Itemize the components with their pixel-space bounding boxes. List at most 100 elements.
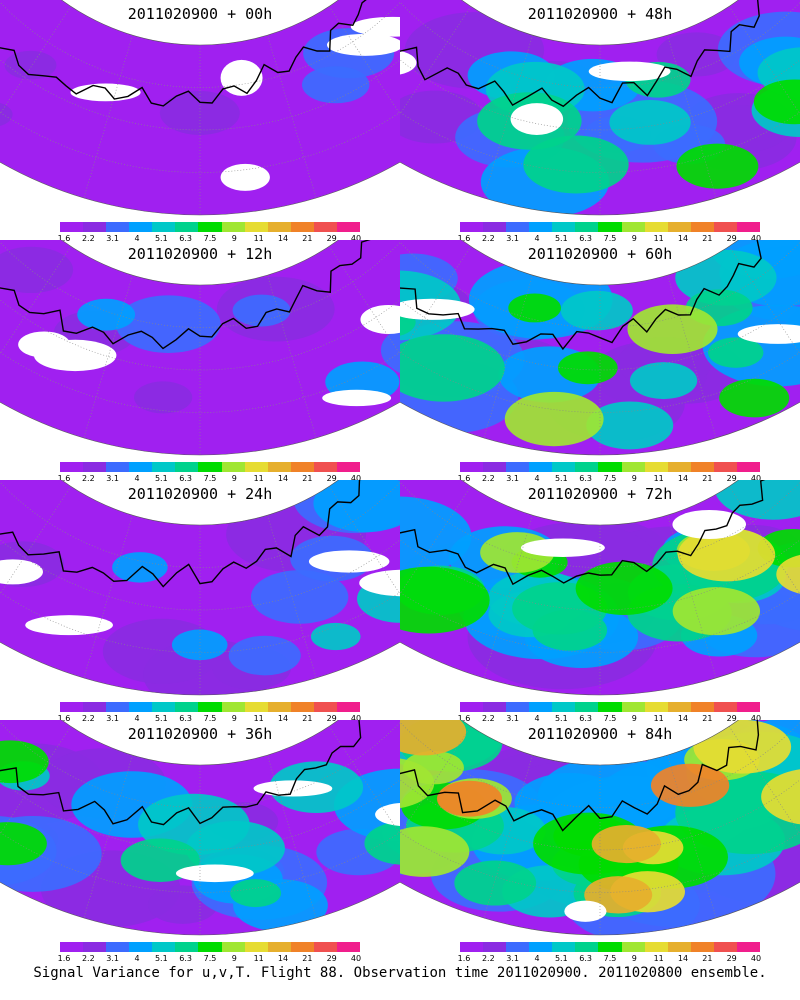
longitude-line: [328, 6, 400, 149]
longitude-line: [483, 515, 533, 679]
colorbar-label: 6.3: [579, 714, 593, 723]
colorbar-labels: 1.6 2.2 3.1 4 5.1 6.3 7.5 9 11 14 21 29 40: [458, 954, 761, 964]
colorbar-label: 6.3: [579, 474, 593, 483]
variance-blob: [313, 480, 400, 533]
longitude-line: [483, 275, 533, 439]
colorbar-swatch: [152, 462, 176, 472]
colorbar-swatch: [244, 462, 268, 472]
colorbar-swatch: [313, 222, 337, 232]
colorbar-label: 14: [677, 234, 689, 243]
variance-blob: [676, 143, 759, 189]
colorbar-swatch: [460, 462, 484, 472]
variance-blob: [364, 821, 400, 865]
colorbar-label: 9: [631, 474, 637, 483]
panel-title: 2011020900 + 36h: [127, 725, 273, 743]
colorbar-label: 40: [350, 954, 362, 963]
missing-region: [375, 802, 400, 827]
longitude-line: [267, 35, 317, 199]
colorbar-swatch: [129, 222, 153, 232]
colorbar-label: 3.1: [106, 714, 120, 723]
colorbar-swatch: [575, 462, 599, 472]
colorbar-swatch: [129, 942, 153, 952]
variance-blob: [4, 50, 57, 80]
variance-blob: [230, 879, 282, 908]
colorbar-swatch: [621, 462, 645, 472]
variance-blob: [719, 378, 790, 418]
colorbar: [460, 942, 761, 952]
colorbar-swatch: [736, 222, 761, 232]
colorbar-swatch: [552, 462, 576, 472]
colorbar-swatch: [290, 222, 314, 232]
colorbar-swatch: [106, 942, 130, 952]
colorbar-swatch: [506, 222, 530, 232]
coastline: [400, 480, 787, 586]
colorbar-swatch: [667, 462, 691, 472]
colorbar-swatch: [175, 222, 199, 232]
colorbar-label: 7.5: [603, 954, 617, 963]
colorbar-swatch: [267, 222, 291, 232]
colorbar-label: 40: [350, 714, 362, 723]
colorbar-swatch: [106, 222, 130, 232]
colorbar-label: 4: [134, 474, 140, 483]
colorbar-label: 21: [302, 234, 313, 243]
colorbar-swatch: [336, 942, 361, 952]
longitude-line: [667, 515, 717, 679]
variance-blob: [557, 351, 618, 385]
colorbar-label: 11: [253, 954, 264, 963]
colorbar-label: 3.1: [506, 954, 520, 963]
map-plot: [0, 0, 400, 216]
colorbar-label: 1.6: [57, 954, 71, 963]
colorbar-label: 21: [302, 474, 313, 483]
map-panel: 2011020900 + 36h 1.6 2.2 3.1 4 5.1 6.3 7.5 9 11 14…: [0, 720, 400, 963]
colorbar-swatch: [506, 462, 530, 472]
colorbar-swatch: [713, 462, 737, 472]
panel-title: 2011020900 + 00h: [127, 5, 273, 23]
variance-blob: [672, 587, 761, 636]
variance-blob: [504, 391, 604, 447]
colorbar-swatch: [598, 462, 622, 472]
colorbar-swatch: [244, 222, 268, 232]
colorbar-label: 1.6: [457, 234, 471, 243]
map-plot: [400, 240, 800, 456]
missing-region: [322, 389, 392, 407]
colorbar-labels: 1.6 2.2 3.1 4 5.1 6.3 7.5 9 11 14 21 29 40: [58, 474, 361, 484]
longitude-line: [328, 726, 400, 869]
colorbar-label: 21: [302, 954, 313, 963]
colorbar-label: 21: [702, 234, 713, 243]
variance-blob: [77, 298, 136, 331]
colorbar-swatch: [175, 702, 199, 712]
colorbar-swatch: [152, 702, 176, 712]
colorbar-swatch: [198, 702, 222, 712]
missing-region: [18, 331, 71, 358]
colorbar-swatch: [575, 702, 599, 712]
colorbar-swatch: [221, 942, 245, 952]
colorbar-swatch: [244, 702, 268, 712]
colorbar-label: 9: [631, 954, 637, 963]
longitude-line: [728, 6, 800, 149]
longitude-line: [483, 35, 533, 199]
missing-region: [220, 163, 270, 191]
colorbar: [460, 462, 761, 472]
colorbar-swatch: [575, 942, 599, 952]
colorbar-label: 21: [702, 474, 713, 483]
missing-region: [564, 900, 607, 922]
colorbar-swatch: [267, 942, 291, 952]
colorbar-label: 5.1: [154, 714, 168, 723]
colorbar-label: 2.2: [481, 234, 495, 243]
colorbar-label: 11: [653, 954, 664, 963]
panel-title: 2011020900 + 48h: [527, 5, 673, 23]
map-panel: 2011020900 + 00h 1.6 2.2 3.1 4 5.1 6.3 7.5 9 11 14…: [0, 0, 400, 243]
colorbar-label: 2.2: [481, 714, 495, 723]
longitude-line: [267, 755, 317, 919]
colorbar-swatch: [60, 462, 84, 472]
colorbar-swatch: [460, 942, 484, 952]
colorbar-swatch: [621, 942, 645, 952]
variance-blob: [591, 824, 661, 864]
variance-blob: [753, 79, 800, 125]
map-panel: 2011020900 + 84h 1.6 2.2 3.1 4 5.1 6.3 7.5 9 11 14…: [400, 720, 800, 963]
map-plot: [400, 720, 800, 936]
colorbar-swatch: [713, 942, 737, 952]
colorbar-swatch: [129, 462, 153, 472]
coastline: [400, 0, 785, 108]
colorbar-label: 7.5: [603, 234, 617, 243]
